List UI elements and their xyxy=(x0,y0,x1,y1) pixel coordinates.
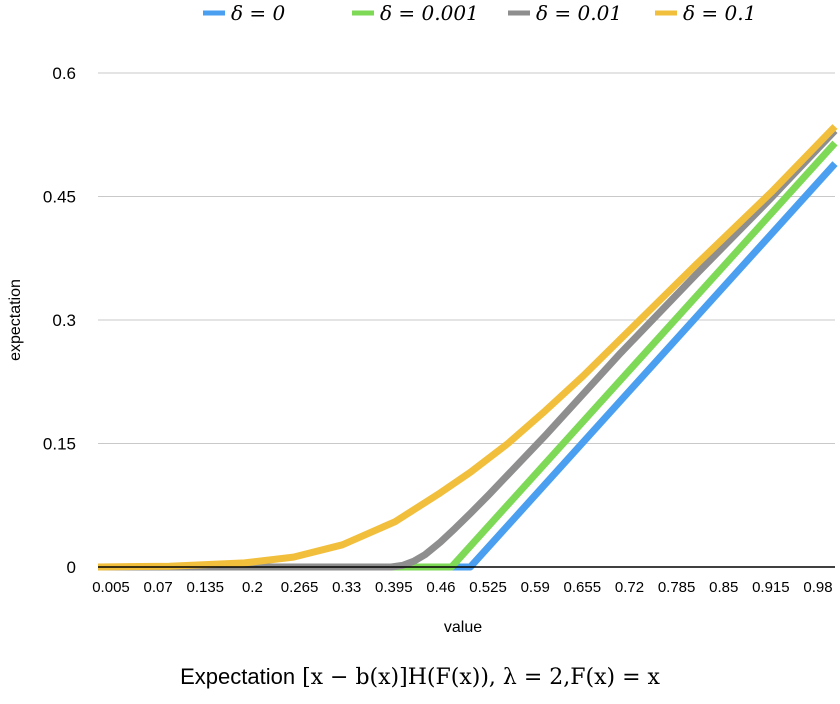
caption-math: [x − b(x)]H(F(x)), λ = 2,F(x) = x xyxy=(302,665,660,690)
y-tick-label: 0.45 xyxy=(43,188,76,207)
x-tick-label: 0.98 xyxy=(803,579,832,596)
x-tick-label: 0.33 xyxy=(332,579,361,596)
caption-prefix: Expectation xyxy=(180,664,296,689)
legend-label: δ = 0 xyxy=(231,1,286,25)
chart-caption: Expectation [x − b(x)]H(F(x)), λ = 2,F(x… xyxy=(0,664,840,690)
x-tick-label: 0.07 xyxy=(144,579,173,596)
legend: δ = 0 δ = 0.001 δ = 0.01 δ = 0.1 xyxy=(203,1,756,25)
x-tick-label: 0.265 xyxy=(281,579,319,596)
y-tick-label: 0.6 xyxy=(52,64,76,83)
series-lines xyxy=(97,124,838,571)
series-line-1 xyxy=(98,140,838,571)
y-axis-label: expectation xyxy=(7,279,24,361)
y-axis-ticks: 0 0.15 0.3 0.45 0.6 xyxy=(43,64,76,577)
x-tick-label: 0.785 xyxy=(658,579,696,596)
series-line-3 xyxy=(97,124,838,571)
gridlines xyxy=(98,72,835,444)
legend-label: δ = 0.001 xyxy=(380,1,479,25)
x-tick-label: 0.395 xyxy=(375,579,413,596)
x-tick-label: 0.135 xyxy=(186,579,224,596)
legend-label: δ = 0.01 xyxy=(536,1,622,25)
x-tick-label: 0.2 xyxy=(242,579,263,596)
y-tick-label: 0.3 xyxy=(52,311,76,330)
x-axis-label: value xyxy=(444,619,482,636)
x-tick-label: 0.655 xyxy=(564,579,602,596)
x-tick-label: 0.005 xyxy=(92,579,130,596)
x-tick-label: 0.85 xyxy=(709,579,738,596)
x-axis-ticks: 0.005 0.07 0.135 0.2 0.265 0.33 0.395 0.46 0.525… xyxy=(92,579,832,596)
series-line-2 xyxy=(98,128,838,571)
y-tick-label: 0 xyxy=(67,558,76,577)
legend-label: δ = 0.1 xyxy=(683,1,756,25)
x-tick-label: 0.72 xyxy=(615,579,644,596)
x-tick-label: 0.59 xyxy=(521,579,550,596)
x-tick-label: 0.525 xyxy=(469,579,507,596)
x-tick-label: 0.46 xyxy=(426,579,455,596)
x-tick-label: 0.915 xyxy=(752,579,790,596)
y-tick-label: 0.15 xyxy=(43,435,76,454)
series-line-0 xyxy=(98,161,838,571)
